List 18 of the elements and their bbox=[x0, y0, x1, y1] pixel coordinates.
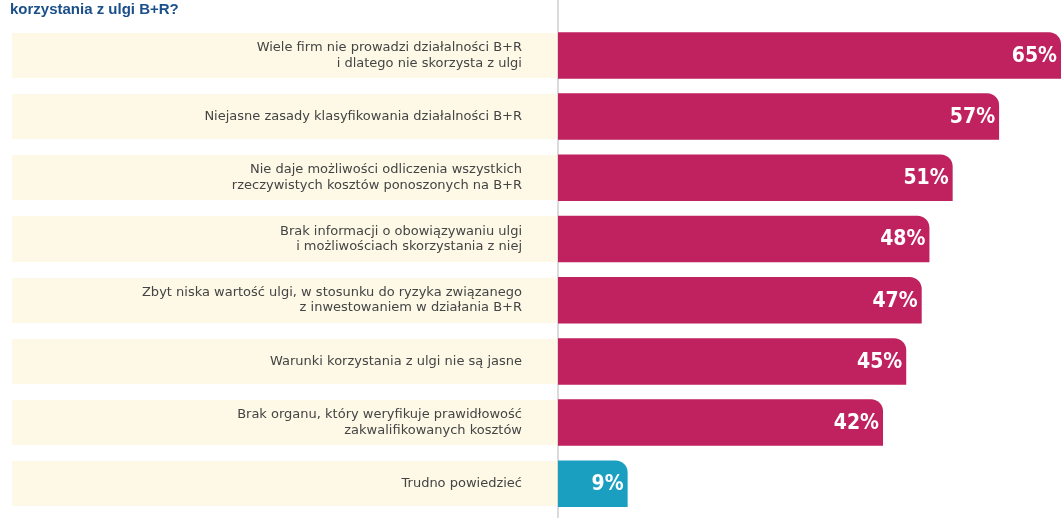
text: korzystania z ulgi B+R? bbox=[10, 0, 179, 18]
data-label: 47% bbox=[872, 287, 918, 312]
data-label: 45% bbox=[857, 348, 903, 373]
data-label: 57% bbox=[949, 104, 996, 129]
y-tick-label: Wiele firm nie prowadzi działalności B+R i dlatego nie skorzysta z ulgi bbox=[256, 38, 522, 70]
bar bbox=[558, 460, 628, 508]
data-label: 9% bbox=[591, 471, 624, 496]
data-label: 48% bbox=[880, 226, 926, 251]
y-tick-label: Brak organu, który weryfikuje prawidłowość zakwalifikowanych kosztów bbox=[237, 406, 523, 437]
y-tick-label: Nie daje możliwości odliczenia wszystkich rzeczywistych kosztów ponoszonych na B+R bbox=[231, 161, 522, 192]
data-label: 51% bbox=[903, 165, 949, 190]
y-tick-label: Niejasne zasady klasyfikowania działalności B+R bbox=[204, 107, 522, 123]
data-label: 65% bbox=[1011, 42, 1058, 67]
y-tick-label: Zbyt niska wartość ulgi, w stosunku do ryzyka związanego z inwestowaniem w działania B+R bbox=[141, 283, 523, 315]
data-label: 42% bbox=[833, 410, 880, 435]
y-tick-label: Warunki korzystania z ulgi nie są jasne bbox=[270, 352, 522, 368]
y-tick-label: Brak informacji o obowiązywaniu ulgi i możliwościach skorzystania z niej bbox=[279, 222, 522, 254]
y-tick-label: Trudno powiedzieć bbox=[400, 475, 522, 491]
